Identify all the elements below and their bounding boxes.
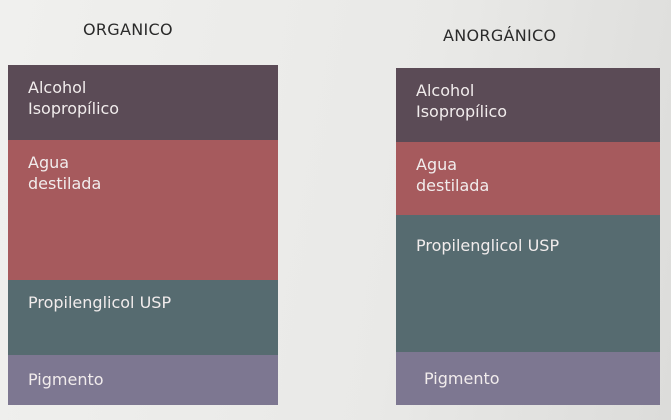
organic-title: ORGANICO [83,20,173,39]
band-alcohol: Alcohol Isopropílico [8,65,278,140]
band-label: Propilenglicol USP [416,236,560,255]
band-alcohol: Alcohol Isopropílico [396,68,660,142]
band-propilenglicol: Propilenglicol USP [396,215,660,352]
band-agua: Agua destilada [396,142,660,215]
band-label: Alcohol Isopropílico [416,81,508,121]
inorganic-column: Alcohol Isopropílico Agua destilada Prop… [396,68,660,405]
band-agua: Agua destilada [8,140,278,280]
organic-column: Alcohol Isopropílico Agua destilada Prop… [8,65,278,405]
band-label: Propilenglicol USP [28,293,172,312]
band-label: Pigmento [28,370,104,389]
band-propilenglicol: Propilenglicol USP [8,280,278,355]
band-label: Agua destilada [416,155,490,195]
band-label: Alcohol Isopropílico [28,78,120,118]
band-pigmento: Pigmento [8,355,278,405]
inorganic-title: ANORGÁNICO [443,26,557,45]
band-label: Agua destilada [28,153,102,193]
band-pigmento: Pigmento [396,352,660,405]
band-label: Pigmento [424,369,500,388]
